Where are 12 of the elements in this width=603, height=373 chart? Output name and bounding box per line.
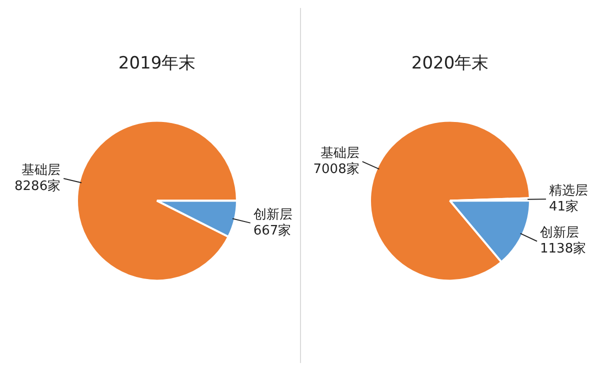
chart-title: 2019年末 (118, 54, 196, 74)
slice-label: 基础层 (320, 146, 360, 161)
slice-label: 创新层 (540, 226, 580, 241)
chart-title: 2020年末 (411, 54, 489, 74)
data-label: 41家 (548, 198, 579, 214)
data-label: 7008家 (313, 160, 360, 177)
slice-label: 基础层 (22, 162, 61, 178)
data-label: 8286家 (14, 178, 61, 194)
slice-label: 精选层 (548, 183, 588, 198)
slice-label: 创新层 (253, 207, 292, 222)
data-label: 667家 (253, 222, 292, 238)
data-label: 1138家 (540, 240, 586, 257)
